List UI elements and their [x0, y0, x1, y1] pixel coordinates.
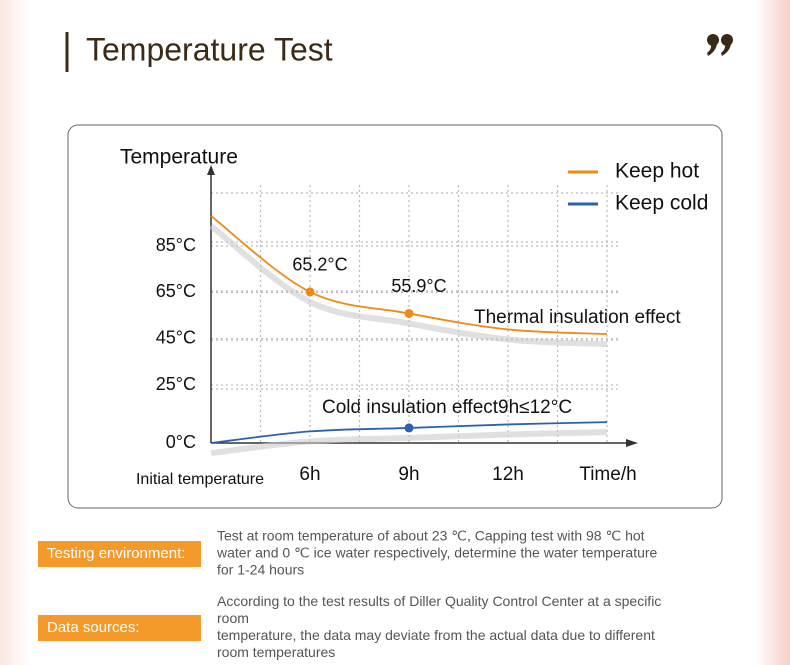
- note-text: temperature, the data may deviate from t…: [217, 627, 655, 643]
- note-text: water and 0 ℃ ice water respectively, de…: [216, 545, 658, 561]
- x-tick-label: Initial temperature: [136, 471, 264, 488]
- data-point: [305, 287, 315, 297]
- title: Temperature Test: [86, 31, 333, 67]
- annotation: Cold insulation effect9h≤12°C: [322, 397, 572, 418]
- x-axis-arrow: [626, 439, 638, 447]
- note-text: Test at room temperature of about 23 ℃, …: [217, 528, 645, 544]
- y-axis-arrow: [207, 165, 215, 175]
- y-tick-label: 25°C: [156, 374, 196, 394]
- x-tick-label: 6h: [299, 464, 320, 485]
- y-tick-label: 65°C: [156, 281, 196, 301]
- chart-frame: [67, 124, 723, 509]
- x-axis-label: Time/h: [579, 464, 636, 485]
- note-label: Testing environment:: [47, 545, 185, 562]
- data-point: [404, 423, 414, 433]
- note-text: According to the test results of Diller …: [217, 593, 661, 609]
- note-text: for 1-24 hours: [217, 562, 304, 578]
- x-tick-label: 12h: [492, 464, 524, 485]
- curve-shadow: [210, 429, 608, 456]
- legend-label: Keep hot: [615, 160, 699, 183]
- curve-shadow: [209, 223, 608, 348]
- note-text: room temperatures: [217, 644, 335, 660]
- data-point: [404, 308, 414, 318]
- data-label: 65.2°C: [292, 255, 347, 275]
- note-tag: [38, 541, 201, 567]
- y-tick-label: 0°C: [166, 432, 196, 452]
- y-tick-label: 45°C: [156, 327, 196, 347]
- x-tick-label: 9h: [398, 464, 419, 485]
- y-tick-label: 85°C: [156, 235, 196, 255]
- note-text: room: [217, 610, 249, 626]
- y-axis-label: Temperature: [120, 146, 238, 169]
- quote-icon: [707, 34, 733, 56]
- data-label: 55.9°C: [391, 276, 446, 296]
- legend-label: Keep cold: [615, 192, 708, 215]
- note-label: Data sources:: [47, 619, 140, 636]
- annotation: Thermal insulation effect: [474, 307, 681, 328]
- note-tag: [38, 615, 201, 641]
